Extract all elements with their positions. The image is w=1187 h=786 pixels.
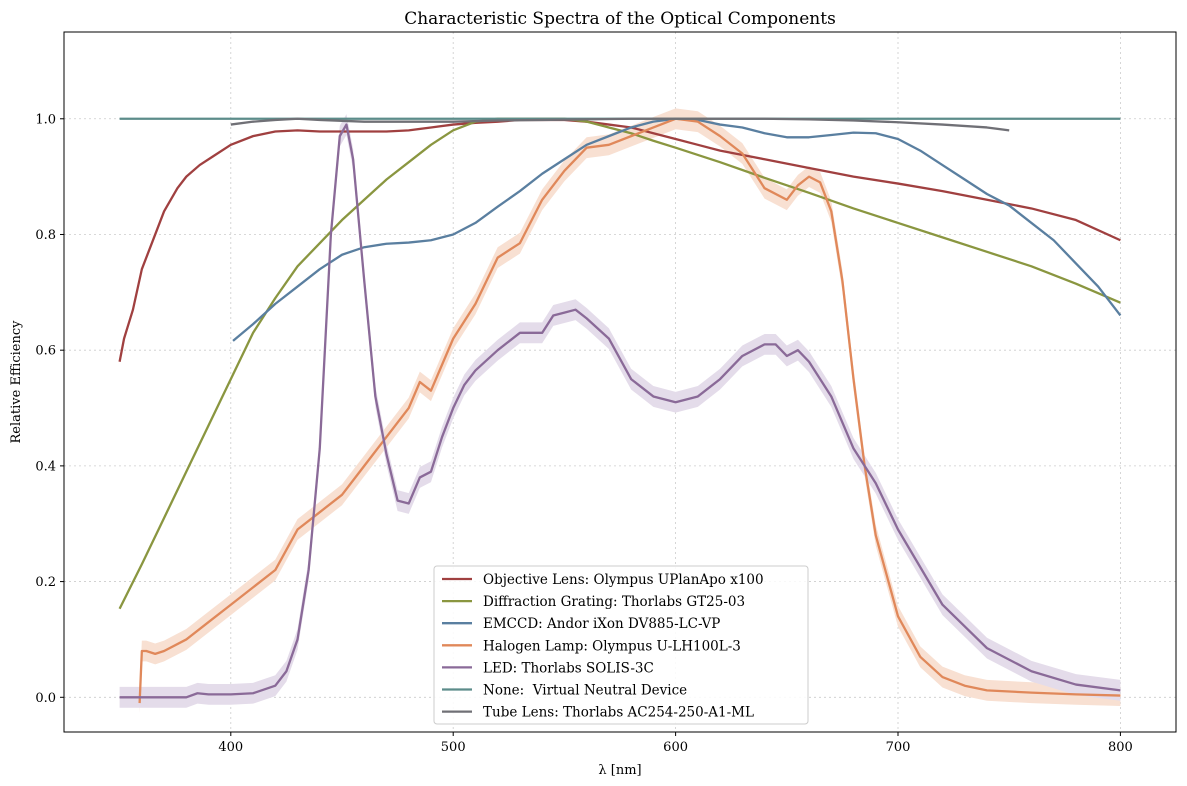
y-tick-label: 0.0 [35,691,56,706]
legend-entry: LED: Thorlabs SOLIS-3C [483,660,654,676]
legend-box [433,565,809,725]
y-tick-label: 0.8 [35,228,56,243]
legend-entry: Halogen Lamp: Olympus U-LH100L-3 [483,638,741,654]
y-tick-label: 1.0 [35,112,56,127]
legend-entry: Objective Lens: Olympus UPlanApo x100 [483,572,764,588]
axis-ticks: 400 500 600 700 800 0.0 0.2 0.4 0.6 0.8 1.0 [35,112,1133,755]
x-tick-label: 700 [886,740,911,755]
x-axis-label: λ [nm] [598,763,641,778]
x-tick-label: 400 [218,740,243,755]
legend-entry: Diffraction Grating: Thorlabs GT25-03 [483,594,745,610]
legend-entry: EMCCD: Andor iXon DV885-LC-VP [483,616,720,632]
x-tick-label: 500 [441,740,466,755]
legend: Objective Lens: Olympus UPlanApo x100 Dif… [433,565,809,725]
y-tick-label: 0.2 [35,575,56,590]
series-tube-lens-thorlabs-ac254-250-a1-ml [230,117,1010,132]
y-axis-label: Relative Efficiency [9,320,24,444]
series-objective-lens-olympus-uplanapo-x100 [118,118,1121,362]
x-tick-label: 600 [663,740,688,755]
x-tick-label: 800 [1108,740,1133,755]
legend-entry: None: Virtual Neutral Device [483,683,687,699]
series-lines [118,117,1122,704]
series-halogen-lamp-olympus-u-lh100l-3 [138,117,1121,704]
series-led-thorlabs-solis-3c [119,123,1121,699]
y-tick-label: 0.4 [35,459,56,474]
y-tick-label: 0.6 [35,344,56,359]
legend-entry: Tube Lens: Thorlabs AC254-250-A1-ML [483,705,754,721]
plot-frame [63,31,1177,733]
chart-title: Characteristic Spectra of the Optical Co… [404,9,836,29]
